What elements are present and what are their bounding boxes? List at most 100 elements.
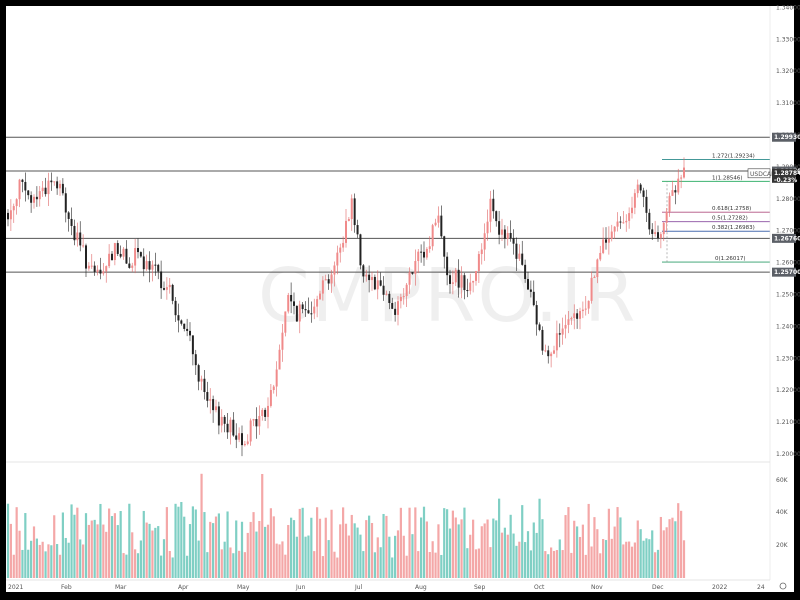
candle-body[interactable] [431,225,434,247]
candle-body[interactable] [509,232,512,239]
candle-body[interactable] [428,246,431,249]
candle-body[interactable] [636,184,639,194]
candle-body[interactable] [24,181,27,191]
candle-body[interactable] [420,251,423,253]
candle-body[interactable] [460,275,463,288]
candle-body[interactable] [336,252,339,266]
candle-body[interactable] [665,211,668,223]
candle-body[interactable] [541,329,544,351]
candle-body[interactable] [189,330,191,336]
candle-body[interactable] [168,284,171,288]
candle-body[interactable] [304,309,307,311]
candle-body[interactable] [85,245,87,269]
candle-body[interactable] [171,284,174,301]
candle-body[interactable] [475,271,477,281]
candle-body[interactable] [671,190,674,196]
candle-body[interactable] [584,308,587,310]
candle-body[interactable] [9,210,12,220]
candle-body[interactable] [524,264,527,280]
candle-body[interactable] [512,238,515,244]
candle-body[interactable] [157,264,160,272]
candle-body[interactable] [593,277,596,279]
candle-body[interactable] [365,274,368,277]
candle-body[interactable] [408,272,411,285]
candle-body[interactable] [238,433,241,440]
candle-body[interactable] [200,378,203,382]
candle-body[interactable] [350,198,353,220]
candle-body[interactable] [602,239,605,253]
candle-body[interactable] [215,406,217,411]
candle-body[interactable] [232,419,235,436]
candle-body[interactable] [128,263,131,268]
candle-body[interactable] [148,261,151,270]
candle-body[interactable] [616,221,619,227]
candle-body[interactable] [76,232,79,241]
candle-body[interactable] [466,290,469,292]
candle-body[interactable] [668,195,671,212]
candle-body[interactable] [480,249,483,255]
candle-body[interactable] [359,234,362,266]
candle-body[interactable] [7,212,9,220]
candle-body[interactable] [492,198,495,212]
candle-body[interactable] [70,218,73,226]
candle-body[interactable] [680,177,683,179]
candle-body[interactable] [53,181,56,183]
candle-body[interactable] [576,313,579,319]
candle-body[interactable] [33,196,35,203]
candle-body[interactable] [434,222,437,226]
candle-body[interactable] [642,190,645,197]
candle-body[interactable] [625,220,628,223]
candle-body[interactable] [515,243,518,259]
candle-body[interactable] [385,293,388,295]
candle-body[interactable] [165,287,168,290]
candle-body[interactable] [657,232,659,239]
candle-body[interactable] [35,196,38,200]
candle-body[interactable] [38,191,41,200]
candle-body[interactable] [290,294,293,302]
candle-body[interactable] [379,280,382,286]
candle-body[interactable] [145,261,148,270]
candle-body[interactable] [564,324,567,329]
candle-body[interactable] [443,236,446,257]
candle-body[interactable] [645,196,648,213]
candle-body[interactable] [330,274,333,284]
candle-body[interactable] [353,198,356,226]
candle-body[interactable] [382,285,385,295]
candle-body[interactable] [249,420,252,442]
candle-body[interactable] [613,226,616,232]
candle-body[interactable] [527,279,529,290]
candle-body[interactable] [599,252,602,260]
candle-body[interactable] [342,242,345,248]
candle-body[interactable] [241,433,243,446]
candle-body[interactable] [122,248,125,257]
candle-body[interactable] [573,313,576,319]
candle-body[interactable] [483,233,486,250]
candle-body[interactable] [183,323,186,329]
candle-body[interactable] [405,284,408,297]
candle-body[interactable] [631,207,633,214]
candle-body[interactable] [125,248,128,264]
candle-body[interactable] [151,264,154,270]
candle-body[interactable] [90,265,93,267]
candle-body[interactable] [368,274,371,281]
candle-body[interactable] [197,365,200,382]
candle-body[interactable] [223,416,226,424]
candle-body[interactable] [547,350,550,357]
candle-body[interactable] [532,291,535,306]
candle-body[interactable] [163,288,165,290]
candle-body[interactable] [454,269,457,283]
candle-body[interactable] [521,253,524,265]
candle-body[interactable] [131,265,134,268]
candle-body[interactable] [258,415,261,427]
candle-body[interactable] [633,193,636,208]
candle-body[interactable] [437,215,440,223]
candle-body[interactable] [203,378,206,393]
candle-body[interactable] [558,333,561,335]
candle-body[interactable] [373,276,376,290]
candle-body[interactable] [567,319,570,325]
candle-body[interactable] [212,399,215,411]
candle-body[interactable] [87,265,90,269]
candle-body[interactable] [399,296,402,302]
candle-body[interactable] [102,271,105,274]
candle-body[interactable] [347,219,350,221]
